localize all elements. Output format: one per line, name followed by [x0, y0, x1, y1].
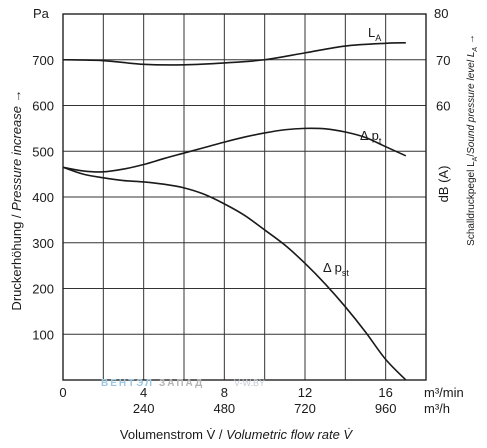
- y-tick-label: 400: [32, 190, 54, 205]
- y-tick-label: 500: [32, 144, 54, 159]
- y2-tick-label: 60: [436, 99, 450, 114]
- x-tick-label-bottom: 480: [213, 401, 235, 416]
- plot-border: [62, 13, 427, 381]
- watermark: ВЕНТЭЛ ЗАПАД V-W.BY: [101, 378, 265, 389]
- x-tick-label-top: 16: [378, 385, 392, 400]
- series-label-l-a: LA: [368, 25, 381, 43]
- y-unit-label: Pa: [33, 6, 50, 21]
- series-line-p-t: [62, 127, 407, 173]
- x-tick-label-bottom: 720: [294, 401, 316, 416]
- watermark-text-c: V-W.BY: [234, 378, 265, 388]
- x-unit-top-label: m³/min: [424, 385, 464, 400]
- y-tick-label: 300: [32, 236, 54, 251]
- x-unit-bottom-label: m³/h: [424, 401, 450, 416]
- grid-lines: [63, 14, 426, 380]
- x-tick-label-top: 4: [140, 385, 147, 400]
- y-tick-label: 100: [32, 327, 54, 342]
- data-curves: LA Δ pt Δ pst: [62, 25, 407, 381]
- y-tick-label: 600: [32, 99, 54, 114]
- y-tick-label: 700: [32, 53, 54, 68]
- x-tick-label-top: 8: [221, 385, 228, 400]
- y-tick-label: 200: [32, 282, 54, 297]
- watermark-text-b: ЗАПАД: [159, 378, 204, 389]
- x-tick-label-top: 0: [59, 385, 66, 400]
- x-tick-label-bottom: 960: [375, 401, 397, 416]
- series-label-p-st: Δ pst: [323, 260, 349, 278]
- x-axis-title: Volumenstrom V̇ / Volumetric flow rate V…: [120, 427, 353, 442]
- y2-side-unit: dB (A): [436, 166, 451, 203]
- plot-frame: [62, 13, 427, 381]
- y2-axis-title: Schalldruckpegel LA/Sound pressure level…: [466, 34, 479, 246]
- series-line-p-st: [62, 166, 407, 381]
- series-label-p-t: Δ pt: [360, 128, 382, 146]
- watermark-text-a: ВЕНТЭЛ: [101, 378, 154, 389]
- y2-unit-label: 80: [434, 6, 448, 21]
- y2-tick-label: 70: [436, 53, 450, 68]
- x-tick-label-bottom: 240: [133, 401, 155, 416]
- x-tick-label-top: 12: [298, 385, 312, 400]
- series-line-l-a: [62, 42, 406, 66]
- y-axis-title: Druckerhöhung / Pressure increase →: [9, 89, 24, 310]
- tick-labels: 0 4 8 12 16 240 480 720 960 100 200 300 400 500 600 700…: [32, 53, 450, 416]
